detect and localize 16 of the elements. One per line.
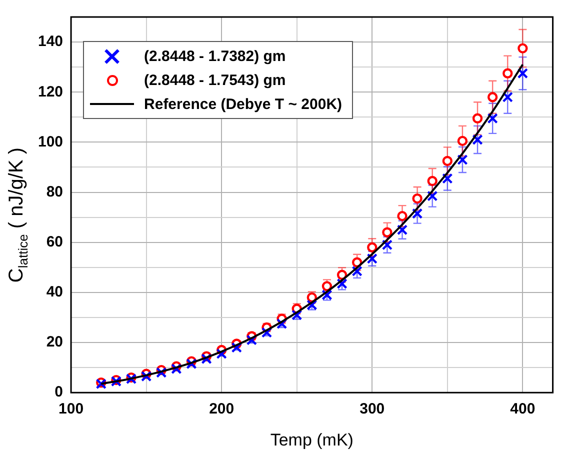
x-tick-label: 100 bbox=[58, 400, 84, 418]
y-tick-label: 40 bbox=[46, 284, 64, 301]
legend-label: (2.8448 - 1.7382) gm bbox=[144, 48, 286, 64]
y-tick-label: 140 bbox=[38, 33, 64, 50]
x-tick-label: 200 bbox=[209, 400, 234, 418]
x-tick-label: 300 bbox=[360, 400, 385, 418]
legend-label: (2.8448 - 1.7543) gm bbox=[144, 72, 286, 88]
x-axis-title: Temp (mK) bbox=[270, 430, 354, 450]
y-tick-label: 80 bbox=[46, 183, 64, 200]
y-tick-label: 20 bbox=[46, 334, 64, 351]
y-tick-label: 0 bbox=[54, 384, 64, 401]
y-tick-label: 60 bbox=[46, 234, 64, 250]
y-tick-label: 100 bbox=[38, 133, 64, 150]
legend-label: Reference (Debye T ~ 200K) bbox=[144, 96, 342, 112]
y-tick-label: 120 bbox=[38, 83, 64, 100]
x-tick-label: 400 bbox=[510, 400, 536, 418]
